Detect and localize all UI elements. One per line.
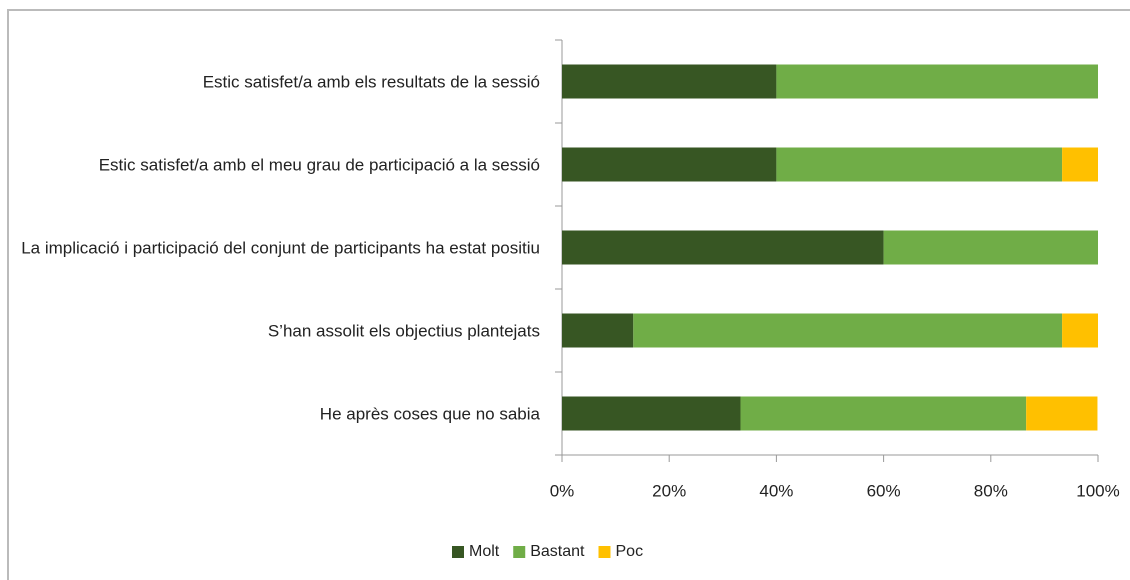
bar-segment [562,147,777,182]
bar-segment [776,64,1098,99]
bar-segment [1062,147,1098,182]
bar-segment [883,230,1098,265]
legend-label: Bastant [530,543,585,560]
bar-segment [562,396,741,431]
bar-segment [633,313,1063,348]
x-tick-label: 0% [550,481,575,500]
x-tick-label: 40% [759,481,793,500]
bar-segment [776,147,1063,182]
bar-segment [562,230,884,265]
legend-swatch [452,546,464,558]
x-tick-label: 80% [974,481,1008,500]
bar-segment [562,313,634,348]
x-tick-label: 20% [652,481,686,500]
category-label: S’han assolit els objectius plantejats [267,321,540,340]
legend-label: Molt [469,543,500,560]
chart-border [7,9,1130,580]
x-tick-label: 60% [867,481,901,500]
bar-segment [1026,396,1098,431]
category-label: Estic satisfet/a amb els resultats de la… [202,72,540,91]
legend-label: Poc [616,543,644,560]
category-label: La implicació i participació del conjunt… [21,238,540,257]
bar-segment [740,396,1027,431]
legend-swatch [598,546,611,558]
category-label: Estic satisfet/a amb el meu grau de part… [98,155,540,174]
x-tick-label: 100% [1076,481,1119,500]
bar-segment [1062,313,1098,348]
legend-swatch [513,546,526,558]
bar-segment [562,64,777,99]
category-label: He après coses que no sabia [319,404,540,423]
